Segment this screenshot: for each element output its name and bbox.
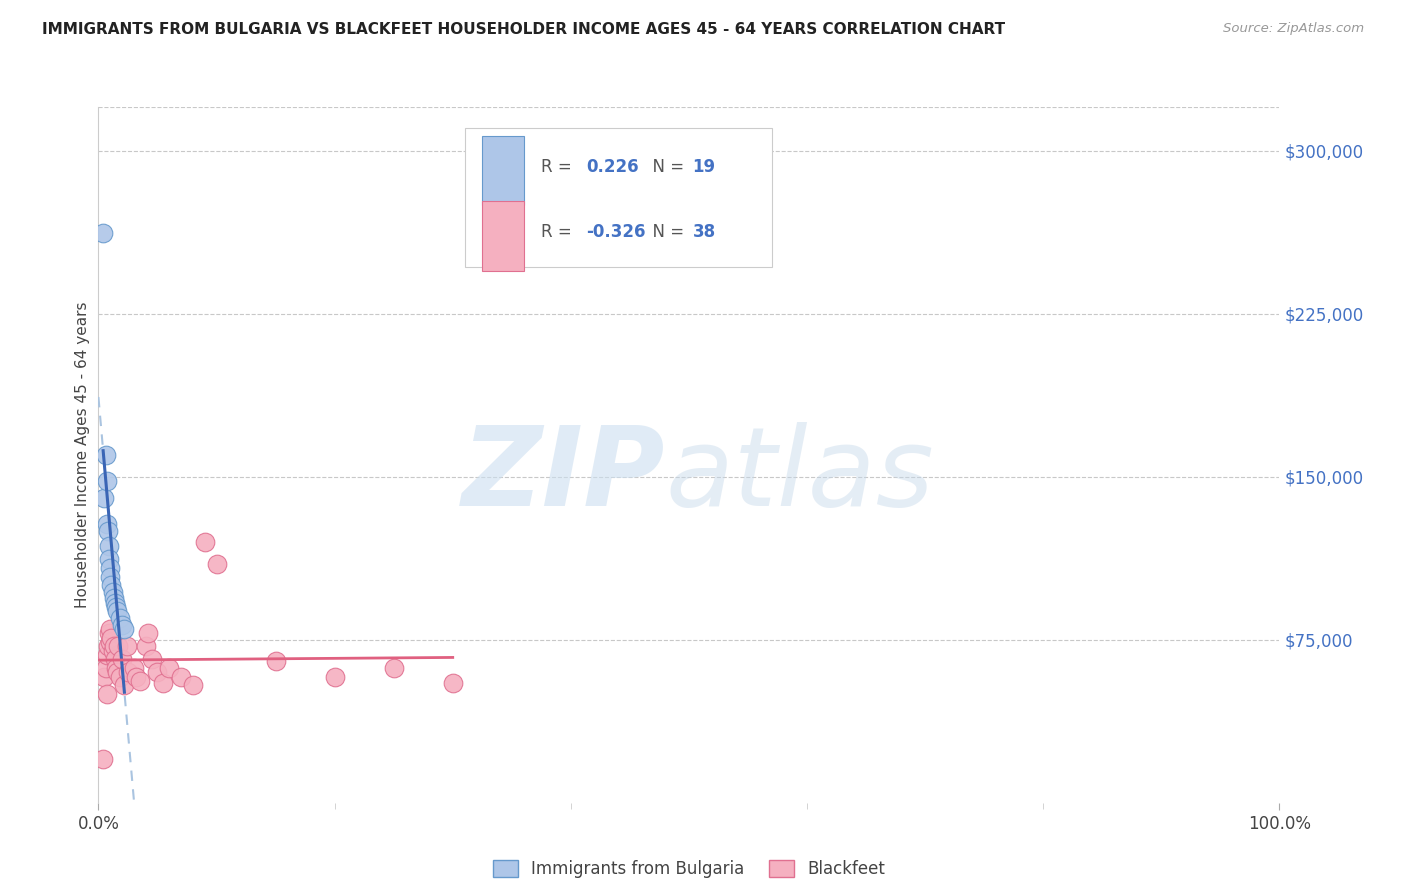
Point: [91, 226, 114, 240]
Text: R =: R =: [541, 158, 578, 176]
Point: [104, 652, 127, 666]
Point: [135, 639, 157, 653]
Point: [157, 661, 180, 675]
Point: [101, 585, 124, 599]
Point: [152, 676, 174, 690]
Point: [441, 676, 464, 690]
Point: [115, 639, 138, 653]
Point: [101, 643, 124, 657]
Point: [98, 539, 121, 553]
Point: [323, 670, 346, 684]
Point: [117, 665, 139, 680]
Point: [98, 635, 121, 649]
Point: [91, 752, 114, 766]
Point: [112, 678, 135, 692]
Point: [146, 665, 169, 680]
Text: N =: N =: [641, 158, 689, 176]
Point: [105, 600, 128, 615]
Point: [98, 552, 121, 566]
Point: [108, 611, 131, 625]
Point: [122, 661, 145, 675]
Text: Source: ZipAtlas.com: Source: ZipAtlas.com: [1223, 22, 1364, 36]
Text: ZIP: ZIP: [461, 422, 665, 529]
Point: [105, 605, 128, 619]
Text: R =: R =: [541, 223, 578, 241]
Point: [181, 678, 204, 692]
Point: [194, 535, 217, 549]
Y-axis label: Householder Income Ages 45 - 64 years: Householder Income Ages 45 - 64 years: [75, 301, 90, 608]
Point: [111, 652, 134, 666]
Point: [264, 655, 287, 669]
Point: [205, 557, 228, 571]
Point: [96, 517, 118, 532]
Point: [100, 578, 122, 592]
Point: [97, 524, 120, 538]
Point: [111, 617, 134, 632]
Point: [96, 474, 118, 488]
Point: [100, 631, 122, 645]
Point: [93, 491, 115, 506]
Text: 38: 38: [693, 223, 716, 241]
Point: [108, 670, 131, 684]
Point: [105, 661, 128, 675]
Point: [96, 687, 118, 701]
Point: [96, 648, 118, 662]
Point: [94, 448, 117, 462]
Point: [105, 665, 128, 680]
Text: -0.326: -0.326: [586, 223, 645, 241]
Point: [125, 670, 148, 684]
Text: N =: N =: [641, 223, 689, 241]
Point: [98, 561, 121, 575]
Point: [128, 674, 150, 689]
Point: [112, 622, 135, 636]
FancyBboxPatch shape: [464, 128, 772, 267]
Point: [98, 622, 121, 636]
Point: [136, 626, 159, 640]
Point: [98, 626, 121, 640]
Point: [170, 670, 193, 684]
Point: [104, 596, 127, 610]
Text: 0.226: 0.226: [586, 158, 638, 176]
Text: IMMIGRANTS FROM BULGARIA VS BLACKFEET HOUSEHOLDER INCOME AGES 45 - 64 YEARS CORR: IMMIGRANTS FROM BULGARIA VS BLACKFEET HO…: [42, 22, 1005, 37]
Text: atlas: atlas: [665, 422, 934, 529]
Text: 19: 19: [693, 158, 716, 176]
Point: [141, 652, 163, 666]
Legend: Immigrants from Bulgaria, Blackfeet: Immigrants from Bulgaria, Blackfeet: [486, 854, 891, 885]
Point: [107, 639, 129, 653]
Point: [98, 570, 121, 584]
Point: [382, 661, 405, 675]
Point: [93, 670, 115, 684]
Point: [94, 661, 117, 675]
Bar: [482, 201, 523, 270]
Point: [103, 639, 125, 653]
Point: [97, 639, 120, 653]
Bar: [482, 136, 523, 205]
Point: [103, 591, 125, 606]
